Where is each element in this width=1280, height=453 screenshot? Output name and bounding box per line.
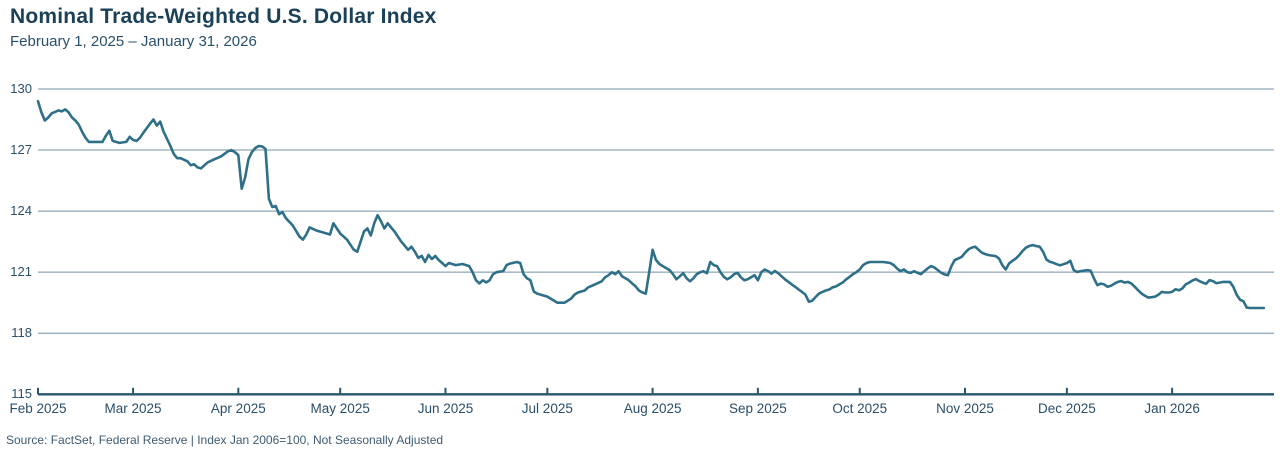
y-axis-label: 118 bbox=[11, 325, 32, 341]
x-axis-label: Jul 2025 bbox=[521, 400, 573, 416]
x-axis-label: Jun 2025 bbox=[417, 400, 474, 416]
chart-subtitle: February 1, 2025 – January 31, 2026 bbox=[10, 33, 257, 50]
x-axis-label: Dec 2025 bbox=[1037, 400, 1096, 416]
x-axis-label: Nov 2025 bbox=[936, 400, 994, 416]
x-axis-label: Aug 2025 bbox=[623, 400, 682, 416]
y-axis-label: 121 bbox=[10, 264, 32, 280]
source-note: Source: FactSet, Federal Reserve | Index… bbox=[6, 433, 444, 447]
x-axis-label: Mar 2025 bbox=[104, 400, 162, 416]
x-axis-label: Apr 2025 bbox=[210, 400, 266, 416]
x-axis-label: Sep 2025 bbox=[728, 400, 787, 416]
y-axis-label: 127 bbox=[10, 142, 32, 158]
x-axis-label: Feb 2025 bbox=[9, 400, 67, 416]
y-axis-label: 115 bbox=[11, 386, 32, 402]
x-axis-label: Oct 2025 bbox=[832, 400, 888, 416]
y-axis-label: 130 bbox=[10, 81, 32, 96]
x-axis-label: May 2025 bbox=[310, 400, 370, 416]
y-axis-label: 124 bbox=[10, 203, 32, 219]
x-axis-label: Jan 2026 bbox=[1144, 400, 1200, 416]
chart-title: Nominal Trade-Weighted U.S. Dollar Index bbox=[10, 5, 437, 28]
data-line-usd-index bbox=[36, 99, 1266, 310]
